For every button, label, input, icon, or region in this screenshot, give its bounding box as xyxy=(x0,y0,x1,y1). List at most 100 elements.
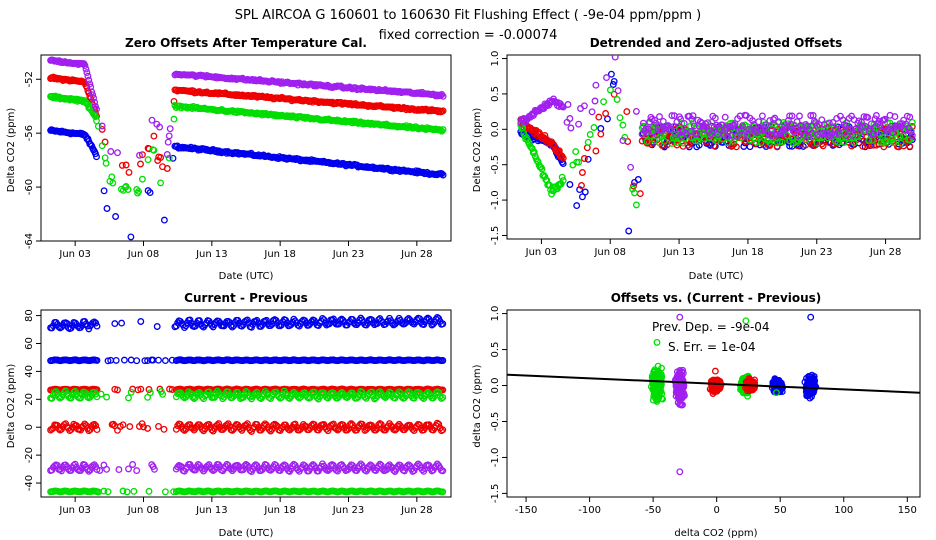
green-point xyxy=(658,364,665,372)
purple-point xyxy=(786,112,794,120)
y-tick-label: -0.5 xyxy=(490,412,501,432)
red-point xyxy=(439,107,447,115)
purple-point xyxy=(779,131,787,139)
x-axis-label: delta CO2 (ppm) xyxy=(674,528,757,539)
x-tick-label: Jun 23 xyxy=(800,247,833,258)
y-axis-label: Delta CO2 (ppm) xyxy=(6,108,17,193)
purple-point xyxy=(720,131,728,139)
purple-point xyxy=(676,385,684,393)
blue-point xyxy=(227,322,235,330)
green-point xyxy=(234,389,242,397)
red-point xyxy=(363,102,371,110)
green-point xyxy=(590,124,598,131)
green-point xyxy=(396,389,404,397)
x-tick-label: Jun 13 xyxy=(662,247,695,258)
green-point xyxy=(575,158,583,166)
purple-point xyxy=(906,113,914,121)
panel-current-previous: Current - Previous Date (UTC) Delta CO2 … xyxy=(6,291,452,539)
purple-point xyxy=(377,461,385,469)
red-point xyxy=(137,385,145,393)
green-point xyxy=(661,137,668,145)
red-point xyxy=(610,90,618,98)
green-2-point xyxy=(161,488,169,496)
red-2-point xyxy=(119,421,127,429)
green-point xyxy=(606,86,614,94)
purple-point xyxy=(239,466,247,474)
green-point xyxy=(778,138,786,146)
purple-point xyxy=(908,132,916,139)
purple-point xyxy=(365,462,373,470)
purple-point xyxy=(653,131,661,139)
green-point xyxy=(159,390,167,398)
blue-point xyxy=(695,141,703,149)
blue-2-point xyxy=(141,357,149,365)
purple-point xyxy=(737,125,745,133)
purple-point xyxy=(384,462,392,470)
purple-point xyxy=(86,80,94,88)
blue-point xyxy=(146,189,154,197)
purple-point xyxy=(704,119,712,127)
blue-point xyxy=(746,143,754,151)
purple-point xyxy=(656,113,663,121)
blue-point xyxy=(172,322,180,330)
purple-point xyxy=(749,117,756,125)
purple-point xyxy=(90,94,98,102)
y-tick-label: 1.0 xyxy=(490,306,501,322)
purple-point xyxy=(166,125,174,133)
green-point xyxy=(179,393,187,401)
purple-point xyxy=(891,113,899,121)
green-2-point xyxy=(130,487,138,495)
red-point xyxy=(578,182,585,189)
y-tick-label: 40 xyxy=(24,365,35,378)
figure-subtitle: fixed correction = -0.00074 xyxy=(379,28,558,43)
red-2-point xyxy=(291,420,299,428)
data-layer xyxy=(47,56,447,241)
green-point xyxy=(146,389,154,397)
red-point xyxy=(134,386,142,394)
green-point xyxy=(629,185,637,193)
blue-point xyxy=(118,319,126,327)
blue-point xyxy=(137,318,145,325)
green-point xyxy=(252,110,260,118)
red-2-point xyxy=(332,425,340,433)
figure-title: SPL AIRCOA G 160601 to 160630 Fit Flushi… xyxy=(235,8,702,23)
purple-point xyxy=(375,462,383,470)
red-point xyxy=(595,113,603,121)
green-point xyxy=(719,135,727,143)
purple-point xyxy=(898,120,906,128)
purple-point xyxy=(89,91,97,99)
red-2-point xyxy=(439,426,447,434)
green-point xyxy=(435,389,443,397)
plot-frame xyxy=(506,309,921,498)
green-point xyxy=(528,145,536,153)
red-2-point xyxy=(160,425,168,433)
purple-point xyxy=(96,467,104,474)
red-point xyxy=(906,142,914,150)
purple-point xyxy=(711,114,719,122)
green-2-point xyxy=(145,487,153,495)
green-point xyxy=(439,126,447,134)
purple-point xyxy=(724,132,732,140)
y-tick-label: 0.5 xyxy=(490,86,501,102)
green-point xyxy=(896,132,904,140)
red-point xyxy=(551,142,558,150)
purple-point xyxy=(782,125,790,133)
red-point xyxy=(559,154,567,162)
purple-point xyxy=(793,118,801,126)
red-point xyxy=(889,137,896,145)
green-point xyxy=(135,187,143,195)
purple-point xyxy=(91,98,99,106)
x-tick-label: Jun 08 xyxy=(593,247,626,258)
green-point xyxy=(613,96,621,103)
y-tick-label: 20 xyxy=(24,393,35,406)
blue-point xyxy=(55,323,63,331)
green-point xyxy=(653,397,661,405)
purple-point xyxy=(564,101,572,108)
red-2-point xyxy=(375,421,383,429)
purple-point xyxy=(81,62,89,70)
green-point xyxy=(103,393,111,401)
purple-point xyxy=(787,120,795,128)
green-point xyxy=(165,154,173,162)
y-tick-label: -0.5 xyxy=(490,155,501,175)
blue-point xyxy=(610,77,618,85)
